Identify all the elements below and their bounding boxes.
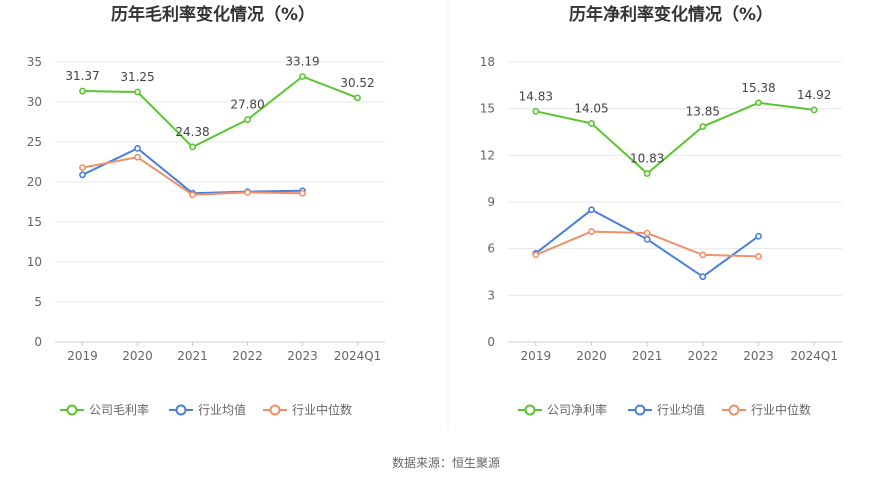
- data-point-industry_median: [699, 251, 707, 259]
- data-point-industry_avg: [79, 171, 86, 179]
- x-tick-label: 2022: [688, 349, 719, 363]
- data-label: 14.92: [797, 88, 831, 102]
- x-tick-label: 2020: [576, 349, 607, 363]
- series-line-industry_avg: [82, 147, 303, 195]
- data-point-industry_avg: [699, 273, 707, 281]
- legend-marker-industry_avg: [634, 404, 646, 416]
- source-note: 数据来源：恒生聚源: [392, 455, 500, 470]
- data-label: 30.52: [340, 76, 374, 90]
- series-line-industry_median: [82, 156, 303, 196]
- data-point-industry_median: [755, 253, 762, 260]
- x-tick-label: 2021: [632, 349, 663, 363]
- y-tick-label: 25: [27, 135, 42, 149]
- legend-label: 行业中位数: [751, 402, 811, 417]
- series-line-company: [535, 101, 815, 175]
- y-tick-label: 12: [480, 148, 495, 162]
- x-tick-label: 2023: [743, 349, 774, 363]
- x-tick-label: 2022: [232, 349, 263, 363]
- data-label: 15.38: [741, 81, 775, 95]
- data-point-industry_median: [189, 191, 196, 199]
- chart-title: 历年净利率变化情况（%）: [569, 4, 773, 25]
- data-point-company: [588, 120, 595, 127]
- chart-title: 历年毛利率变化情况（%）: [111, 4, 315, 25]
- data-label: 24.38: [175, 125, 209, 139]
- x-tick-label: 2019: [67, 349, 98, 363]
- legend-marker-company: [524, 404, 536, 416]
- y-tick-label: 0: [487, 335, 495, 349]
- data-point-industry_avg: [588, 206, 595, 214]
- data-point-industry_avg: [643, 235, 651, 243]
- data-point-company: [79, 87, 86, 95]
- y-tick-label: 15: [480, 102, 495, 116]
- x-tick-label: 2020: [122, 349, 153, 363]
- data-label: 14.83: [519, 89, 553, 103]
- data-point-industry_median: [299, 189, 306, 197]
- data-point-industry_avg: [134, 144, 141, 152]
- y-tick-label: 10: [27, 255, 42, 269]
- data-point-company: [643, 170, 651, 177]
- legend-marker-company: [66, 404, 78, 416]
- data-label: 10.83: [630, 152, 664, 166]
- legend-marker-industry_avg: [175, 404, 187, 416]
- legend-marker-industry_median: [269, 404, 281, 416]
- legend-label: 公司净利率: [547, 402, 607, 417]
- data-point-company: [134, 88, 141, 96]
- legend-label: 行业均值: [198, 402, 246, 417]
- data-point-industry_median: [588, 228, 595, 235]
- legend-label: 公司毛利率: [89, 402, 149, 417]
- x-tick-label: 2021: [177, 349, 208, 363]
- x-tick-label: 2024Q1: [790, 349, 838, 363]
- y-tick-label: 30: [27, 95, 42, 109]
- data-point-company: [755, 99, 762, 107]
- x-tick-label: 2023: [287, 349, 318, 363]
- data-point-company: [354, 94, 361, 102]
- data-point-industry_median: [643, 229, 651, 237]
- x-tick-label: 2024Q1: [334, 349, 382, 363]
- data-point-company: [532, 107, 540, 115]
- data-point-industry_median: [79, 164, 86, 171]
- x-tick-label: 2019: [521, 349, 552, 363]
- y-tick-label: 35: [27, 55, 42, 69]
- data-point-company: [699, 123, 707, 130]
- y-tick-label: 9: [487, 195, 495, 209]
- series-line-industry_avg: [535, 208, 760, 278]
- data-label: 31.25: [120, 70, 154, 84]
- data-point-industry_median: [134, 153, 141, 161]
- data-point-company: [244, 116, 251, 123]
- y-tick-label: 15: [27, 215, 42, 229]
- net-margin-chart: 历年净利率变化情况（%） 0 3 6 9 12 15 18 2019 2020 2021 2022 20…: [480, 4, 842, 417]
- data-point-industry_avg: [755, 232, 762, 240]
- data-label: 33.19: [285, 54, 319, 68]
- y-tick-label: 0: [34, 335, 42, 349]
- y-tick-label: 18: [480, 55, 495, 69]
- data-label: 27.80: [230, 98, 264, 112]
- legend-label: 行业均值: [657, 402, 705, 417]
- data-label: 13.85: [686, 105, 720, 119]
- data-label: 14.05: [574, 101, 608, 115]
- y-tick-label: 6: [487, 242, 495, 256]
- gross-margin-chart: 历年毛利率变化情况（%） 0 5 10 15 20 25 30 35 2019 2020 2021 20…: [27, 4, 385, 417]
- data-point-company: [299, 73, 306, 80]
- legend-label: 行业中位数: [292, 402, 352, 417]
- legend-marker-industry_median: [728, 404, 740, 416]
- y-tick-label: 5: [34, 295, 42, 309]
- y-tick-label: 3: [487, 288, 495, 302]
- data-point-industry_median: [244, 188, 251, 196]
- y-tick-label: 20: [27, 175, 42, 189]
- data-point-industry_median: [532, 251, 540, 259]
- data-point-company: [810, 106, 818, 114]
- data-point-company: [189, 143, 196, 151]
- series-line-company: [82, 75, 358, 148]
- data-label: 31.37: [65, 69, 99, 83]
